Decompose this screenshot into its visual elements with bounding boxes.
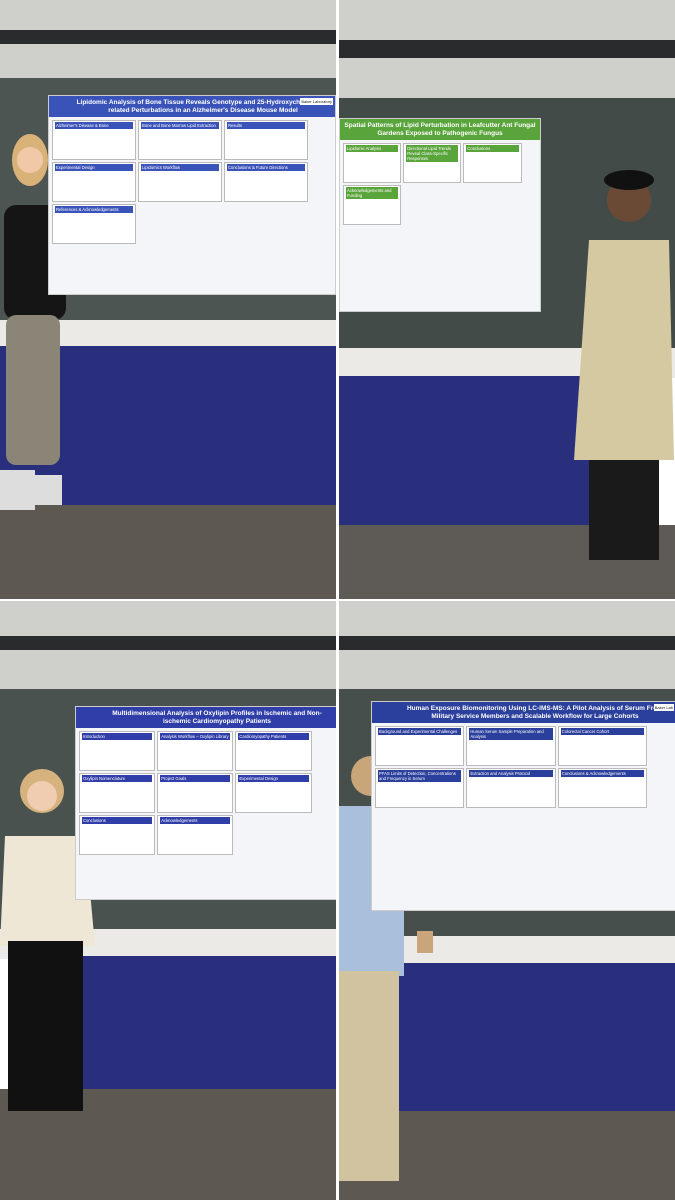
poster-section: Extraction and Analysis Protocol bbox=[466, 768, 556, 808]
poster-section: Project Goals bbox=[157, 773, 234, 813]
poster-section: Conclusions & Acknowledgements bbox=[557, 768, 648, 808]
poster: Human Exposure Biomonitoring Using LC-IM… bbox=[371, 701, 675, 911]
poster-section: Directional Lipid Trends Reveal Class-Sp… bbox=[403, 143, 462, 183]
poster-section: PFAS Limits of Detection, Concentrations… bbox=[375, 768, 465, 808]
poster-section: Experimental Design bbox=[235, 773, 312, 813]
poster-section: Lipidomic Analysis bbox=[343, 143, 402, 183]
section-heading: Oxylipin Nomenclature bbox=[82, 775, 153, 782]
section-heading: Experimental Design bbox=[55, 164, 133, 171]
photo-1: Lipidomic Analysis of Bone Tissue Reveal… bbox=[0, 0, 336, 599]
poster-section: Conclusions & Future Directions bbox=[224, 162, 308, 202]
poster-section: Experimental Design bbox=[52, 162, 136, 202]
lab-name: Baker Laboratory bbox=[300, 98, 333, 105]
poster-section: Lipidomics Workflow bbox=[138, 162, 222, 202]
poster-section: Human Serum Sample Preparation and Analy… bbox=[466, 726, 556, 766]
sections: Introduction Analysis Workflow – Oxylipin… bbox=[76, 728, 336, 858]
section-heading: Introduction bbox=[82, 733, 153, 740]
poster-section: Alzheimer's Disease & Bone bbox=[52, 120, 136, 160]
section-heading: Acknowledgements and Funding bbox=[346, 187, 399, 199]
section-heading: Analysis Workflow – Oxylipin Library bbox=[160, 733, 231, 740]
section-heading: Conclusions & Acknowledgements bbox=[560, 770, 645, 777]
poster-title: Spatial Patterns of Lipid Perturbation i… bbox=[340, 119, 540, 140]
poster-title: Multidimensional Analysis of Oxylipin Pr… bbox=[76, 707, 336, 728]
section-heading: Directional Lipid Trends Reveal Class-Sp… bbox=[406, 145, 459, 162]
poster-section: Cardiomyopathy Patients bbox=[235, 731, 312, 771]
photo-2: Spatial Patterns of Lipid Perturbation i… bbox=[339, 0, 675, 599]
sections: Lipidomic Analysis Directional Lipid Tren… bbox=[340, 140, 540, 228]
poster-section: Background and Experimental Challenges bbox=[375, 726, 465, 766]
section-heading: Conclusions & Future Directions bbox=[227, 164, 305, 171]
section-heading: Conclusions bbox=[466, 145, 519, 152]
poster-section: Analysis Workflow – Oxylipin Library bbox=[157, 731, 234, 771]
poster-section: Results bbox=[224, 120, 308, 160]
poster-title: Human Exposure Biomonitoring Using LC-IM… bbox=[372, 702, 675, 723]
section-heading: Extraction and Analysis Protocol bbox=[469, 770, 553, 777]
section-heading: PFAS Limits of Detection, Concentrations… bbox=[378, 770, 462, 782]
poster-section: Bone and Bone Marrow Lipid Extraction bbox=[138, 120, 222, 160]
photo-3: Multidimensional Analysis of Oxylipin Pr… bbox=[0, 601, 336, 1200]
poster-section: Introduction bbox=[79, 731, 156, 771]
section-heading: References & Acknowledgements bbox=[55, 206, 133, 213]
poster-section: Acknowledgements bbox=[157, 815, 234, 855]
section-heading: Alzheimer's Disease & Bone bbox=[55, 122, 133, 129]
section-heading: Lipidomics Workflow bbox=[141, 164, 219, 171]
poster-section: Acknowledgements and Funding bbox=[343, 185, 402, 225]
poster-section: Conclusions bbox=[79, 815, 156, 855]
poster-section: Conclusions bbox=[463, 143, 522, 183]
scene bbox=[0, 601, 336, 1200]
section-heading: Colorectal Cancer Cohort bbox=[560, 728, 645, 735]
section-heading: Experimental Design bbox=[238, 775, 309, 782]
poster-section: Colorectal Cancer Cohort bbox=[557, 726, 648, 766]
lab-name: Baker Lab bbox=[653, 704, 674, 711]
poster: Lipidomic Analysis of Bone Tissue Reveal… bbox=[48, 95, 336, 295]
poster-section: References & Acknowledgements bbox=[52, 204, 136, 244]
sections: Alzheimer's Disease & Bone Bone and Bone … bbox=[49, 117, 335, 247]
section-heading: Background and Experimental Challenges bbox=[378, 728, 462, 735]
sections: Background and Experimental Challenges Hu… bbox=[372, 723, 675, 811]
section-heading: Bone and Bone Marrow Lipid Extraction bbox=[141, 122, 219, 129]
section-heading: Results bbox=[227, 122, 305, 129]
section-heading: Cardiomyopathy Patients bbox=[238, 733, 309, 740]
scene bbox=[0, 0, 336, 599]
section-heading: Human Serum Sample Preparation and Analy… bbox=[469, 728, 553, 740]
section-heading: Lipidomic Analysis bbox=[346, 145, 399, 152]
photo-4: Human Exposure Biomonitoring Using LC-IM… bbox=[339, 601, 675, 1200]
poster-title: Lipidomic Analysis of Bone Tissue Reveal… bbox=[49, 96, 335, 117]
poster: Multidimensional Analysis of Oxylipin Pr… bbox=[75, 706, 336, 900]
poster: Spatial Patterns of Lipid Perturbation i… bbox=[339, 118, 541, 312]
poster-section: Oxylipin Nomenclature bbox=[79, 773, 156, 813]
section-heading: Conclusions bbox=[82, 817, 153, 824]
section-heading: Acknowledgements bbox=[160, 817, 231, 824]
section-heading: Project Goals bbox=[160, 775, 231, 782]
